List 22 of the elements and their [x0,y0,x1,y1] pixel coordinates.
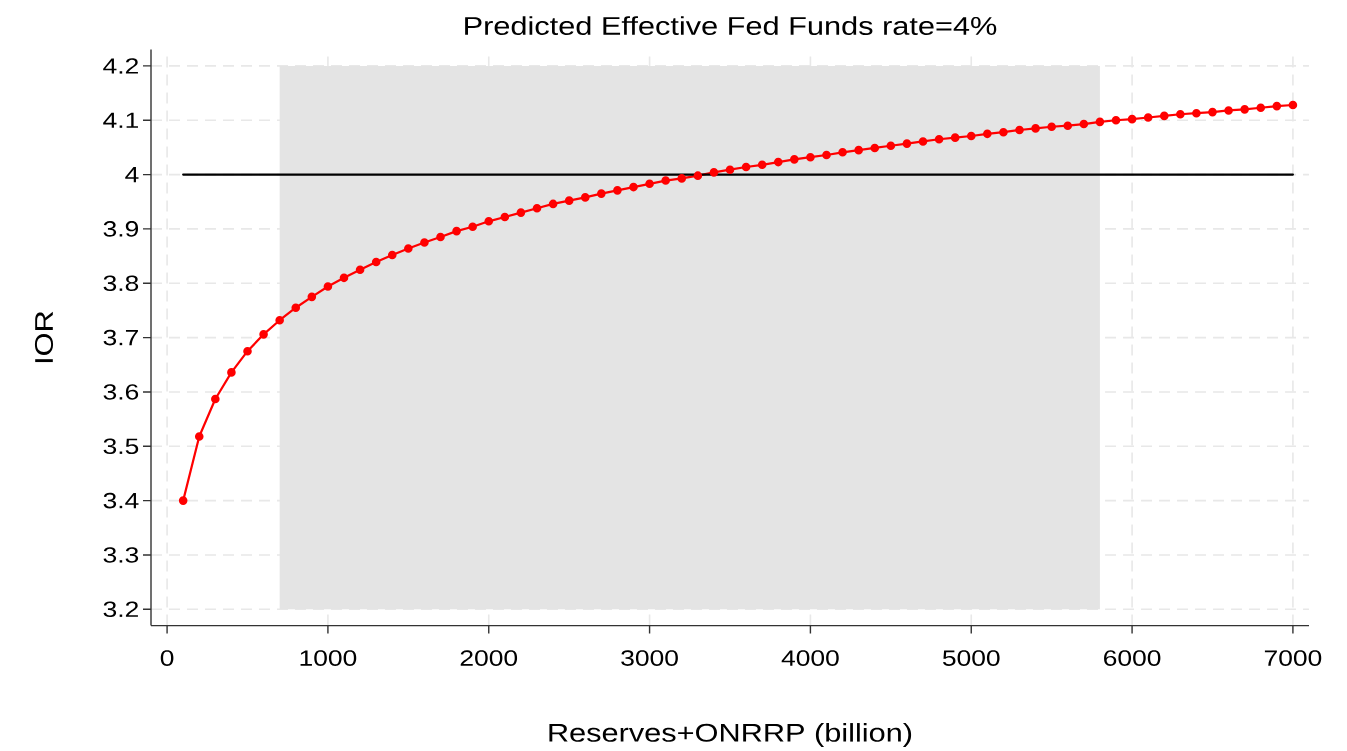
y-tick-label: 4.1 [103,112,138,128]
x-tick-label: 3000 [621,650,678,666]
y-tick-label: 3.3 [103,547,139,563]
y-tick-label: 3.7 [103,329,138,346]
x-tick-label: 1000 [300,650,357,666]
y-tick-label: 3.4 [103,492,139,509]
y-tick-label: 4 [125,167,139,183]
x-tick-label: 6000 [1104,650,1161,666]
y-tick-label: 4.2 [103,58,138,74]
x-tick-label: 0 [160,650,174,666]
y-tick-label: 3.5 [103,438,139,455]
x-tick-label: 7000 [1264,650,1322,666]
y-tick-label: 3.9 [103,221,139,237]
x-tick-label: 5000 [942,650,1000,666]
y-tick-label: 3.6 [103,384,139,400]
y-tick-label: 3.8 [103,275,139,292]
x-tick-label: 4000 [781,650,839,666]
y-axis-title: IOR [34,311,54,363]
x-tick-label: 2000 [460,650,518,666]
chart-title: Predicted Effective Fed Funds rate=4% [465,16,997,35]
x-axis-title: Reserves+ONRRP (billion) [549,723,912,747]
y-tick-label: 3.2 [103,601,138,618]
